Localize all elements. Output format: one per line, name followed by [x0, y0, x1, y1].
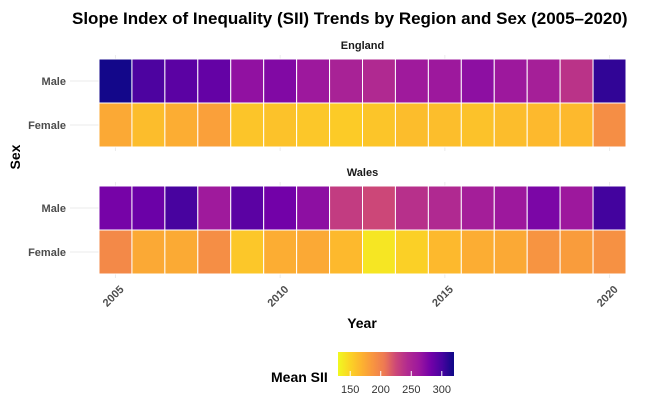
heatmap-cell: [362, 185, 396, 231]
heatmap-cell: [197, 102, 232, 148]
legend-tick-label: 250: [402, 384, 420, 396]
heatmap-cell: [98, 58, 133, 104]
heatmap-cell: [362, 229, 396, 275]
heatmap-cell: [427, 185, 462, 231]
heatmap-cell: [526, 102, 561, 148]
heatmap-cell: [592, 58, 627, 104]
heatmap-cell: [493, 58, 528, 104]
y-tick-label: Female: [28, 120, 66, 132]
heatmap-cell: [526, 185, 561, 231]
heatmap-cell: [98, 185, 133, 231]
legend-title: Mean SII: [271, 369, 328, 385]
x-tick-label: 2010: [265, 284, 291, 310]
heatmap-cell: [98, 102, 133, 148]
facet-strip-label: England: [341, 40, 384, 52]
heatmap-cell: [164, 229, 199, 275]
heatmap-cell: [131, 229, 166, 275]
heatmap-cell: [131, 58, 166, 104]
heatmap-cell: [460, 102, 495, 148]
facet-wales: Wales Male Female: [28, 167, 627, 278]
heatmap-cell: [197, 185, 232, 231]
heatmap-cell: [164, 58, 199, 104]
heatmap-cell: [329, 58, 363, 104]
heatmap-cell: [394, 185, 429, 231]
x-axis-ticks: 2005 2010 2015 2020: [101, 284, 621, 310]
heatmap-cell: [230, 102, 265, 148]
y-tick-label: Male: [42, 203, 66, 215]
heatmap-cell: [230, 229, 265, 275]
heatmap-cell: [526, 58, 561, 104]
y-tick-label: Male: [42, 76, 66, 88]
heatmap-cell: [394, 229, 429, 275]
x-tick-label: 2020: [595, 284, 621, 310]
heatmap-cell: [131, 102, 166, 148]
heatmap-cell: [526, 229, 561, 275]
facet-strip-label: Wales: [347, 167, 378, 179]
x-tick-label: 2005: [101, 284, 127, 310]
heatmap-cell: [263, 58, 298, 104]
heatmap-cell: [296, 58, 331, 104]
chart-title: Slope Index of Inequality (SII) Trends b…: [72, 9, 628, 28]
color-legend: Mean SII 150 200 250 300: [271, 352, 454, 396]
legend-tick-label: 200: [372, 384, 390, 396]
heatmap-cell: [592, 185, 627, 231]
x-axis-title: Year: [347, 315, 377, 331]
heatmap-cell: [230, 58, 265, 104]
legend-tick-label: 150: [341, 384, 359, 396]
heatmap-cell: [263, 229, 298, 275]
heatmap-cell: [164, 102, 199, 148]
heatmap-cell: [559, 229, 594, 275]
heatmap-cell: [592, 102, 627, 148]
heatmap-cell: [493, 185, 528, 231]
heatmap-cell: [559, 185, 594, 231]
heatmap-cell: [559, 58, 594, 104]
legend-ticks: 150 200 250 300: [341, 371, 451, 396]
heatmap-cell: [329, 185, 363, 231]
heatmap-cell: [263, 102, 298, 148]
heatmap-cell: [164, 185, 199, 231]
heatmap-cell: [427, 229, 462, 275]
heatmap-cell: [131, 185, 166, 231]
heatmap-cell: [460, 58, 495, 104]
heatmap-cell: [197, 229, 232, 275]
heatmap-cell: [427, 58, 462, 104]
heatmap-cell: [296, 185, 331, 231]
heatmap-cell: [493, 229, 528, 275]
heatmap-cell: [460, 185, 495, 231]
heatmap-cell: [263, 185, 298, 231]
heatmap-cell: [329, 229, 363, 275]
legend-colorbar: [338, 352, 454, 376]
x-tick-label: 2015: [430, 284, 456, 310]
heatmap-cell: [559, 102, 594, 148]
heatmap-cell: [362, 102, 396, 148]
y-tick-label: Female: [28, 247, 66, 259]
heatmap-cell: [362, 58, 396, 104]
heatmap-cell: [460, 229, 495, 275]
heatmap-cell: [197, 58, 232, 104]
heatmap-cell: [394, 58, 429, 104]
facet-england: England Male Female: [28, 40, 627, 151]
heatmap-cell: [329, 102, 363, 148]
heatmap-cell: [98, 229, 133, 275]
heatmap-cell: [493, 102, 528, 148]
heatmap-cell: [296, 229, 331, 275]
heatmap-cell: [394, 102, 429, 148]
legend-tick-label: 300: [433, 384, 451, 396]
heatmap-cell: [427, 102, 462, 148]
heatmap-cell: [592, 229, 627, 275]
heatmap-cell: [296, 102, 331, 148]
heatmap-cell: [230, 185, 265, 231]
y-axis-title: Sex: [7, 144, 23, 169]
facet-panels: England Male Female Wales Male Female: [28, 40, 627, 278]
